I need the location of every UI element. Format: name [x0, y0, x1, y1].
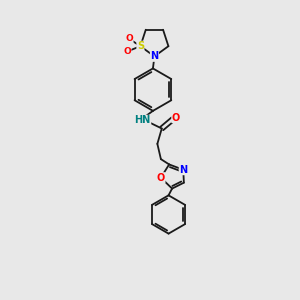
- Text: O: O: [125, 34, 133, 43]
- Text: N: N: [150, 51, 158, 62]
- Text: O: O: [172, 112, 180, 123]
- Text: O: O: [123, 47, 131, 56]
- Text: HN: HN: [134, 115, 151, 125]
- Text: N: N: [179, 165, 187, 175]
- Text: S: S: [137, 41, 144, 51]
- Text: O: O: [157, 173, 165, 183]
